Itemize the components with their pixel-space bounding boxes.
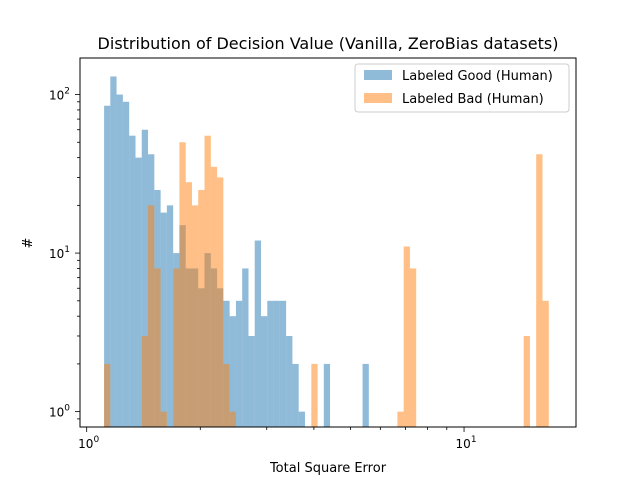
- bad-bar: [523, 335, 530, 427]
- good-bar: [362, 363, 369, 427]
- good-bar: [223, 300, 230, 427]
- bad-bar: [229, 411, 236, 427]
- good-bar: [267, 300, 274, 427]
- good-bar: [122, 101, 130, 427]
- chart-title: Distribution of Decision Value (Vanilla,…: [98, 34, 559, 53]
- bad-bar: [191, 205, 199, 427]
- good-bar: [261, 316, 268, 427]
- good-bar: [160, 212, 167, 427]
- bad-bar: [204, 135, 211, 427]
- legend-swatch-good: [364, 70, 392, 80]
- x-tick-label-exponent: 1: [471, 435, 477, 445]
- good-bar: [116, 94, 123, 427]
- good-bar: [323, 363, 331, 427]
- good-bar: [254, 240, 262, 427]
- legend: Labeled Good (Human) Labeled Bad (Human): [354, 63, 570, 113]
- bad-bar: [311, 363, 318, 427]
- bad-bar: [198, 189, 205, 427]
- good-bar: [279, 300, 287, 427]
- y-axis-label: #: [21, 238, 36, 249]
- y-tick-label-exponent: 0: [64, 404, 70, 414]
- bars-layer: [104, 76, 549, 427]
- good-bar: [286, 335, 293, 427]
- bad-bar: [141, 335, 149, 427]
- bad-bar: [104, 363, 111, 427]
- bad-bar: [403, 246, 410, 427]
- y-tick-label-exponent: 1: [64, 245, 70, 255]
- bad-bar: [409, 268, 417, 427]
- bad-bar: [536, 154, 543, 427]
- x-axis-label: Total Square Error: [269, 461, 387, 476]
- good-bar: [129, 135, 136, 427]
- plot-frame: [79, 57, 577, 428]
- y-tick-label-exponent: 2: [64, 87, 70, 97]
- good-bar: [235, 300, 243, 427]
- legend-box: [354, 63, 570, 113]
- good-bar: [104, 105, 111, 427]
- x-tick-label-exponent: 0: [93, 435, 99, 445]
- good-bar: [135, 157, 142, 427]
- legend-label-good: Labeled Good (Human): [402, 69, 553, 84]
- bad-bar: [160, 411, 167, 427]
- bad-bar: [397, 411, 404, 427]
- legend-label-bad: Labeled Bad (Human): [402, 92, 544, 107]
- bad-bar: [210, 166, 218, 427]
- good-bar: [141, 129, 149, 427]
- bad-bar: [179, 142, 186, 427]
- bad-bar: [542, 300, 549, 427]
- good-bar: [248, 335, 255, 427]
- good-bar: [298, 411, 305, 427]
- bad-bar: [148, 205, 155, 427]
- good-bar: [110, 76, 117, 427]
- bad-bar: [217, 177, 224, 427]
- good-bar: [242, 268, 249, 427]
- legend-swatch-bad: [364, 93, 392, 103]
- bad-bar: [223, 363, 230, 427]
- good-bar: [273, 300, 280, 427]
- bad-bar: [154, 268, 161, 427]
- bad-bar: [173, 268, 180, 427]
- good-bar: [292, 363, 299, 427]
- good-bar: [166, 205, 174, 427]
- bad-bar: [185, 182, 192, 427]
- good-bar: [229, 316, 236, 427]
